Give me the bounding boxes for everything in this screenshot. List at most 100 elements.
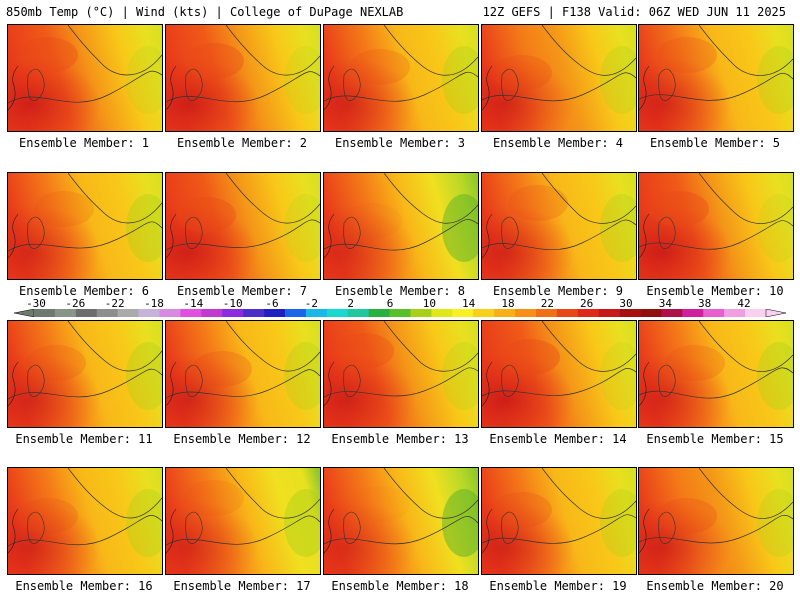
cool-lobe — [757, 46, 793, 114]
coastline — [639, 213, 650, 259]
height-contour — [383, 321, 478, 372]
colorbar-segment — [598, 309, 620, 317]
temperature-field — [8, 173, 162, 279]
terrain-outline — [343, 216, 361, 249]
ensemble-member-label: Ensemble Member: 7 — [176, 284, 308, 298]
temperature-field — [324, 173, 478, 279]
terrain-outline — [185, 68, 203, 101]
colorbar-tick-label: 22 — [540, 297, 554, 310]
height-contour — [166, 515, 320, 546]
colorbar-tick-label: -14 — [183, 297, 204, 310]
cool-lobe — [284, 194, 320, 262]
ensemble-map — [165, 320, 321, 428]
height-contour — [482, 72, 636, 102]
terrain-outline — [501, 216, 519, 249]
colorbar-tick-label: 38 — [698, 297, 712, 310]
height-contour — [225, 468, 320, 519]
colorbar-segment — [640, 309, 662, 317]
temperature-field — [482, 321, 636, 427]
height-contour — [482, 219, 636, 251]
colorbar-segment — [243, 309, 265, 317]
height-contour — [383, 173, 478, 224]
height-contour — [639, 367, 793, 399]
coastline — [8, 213, 19, 259]
warm-core — [334, 333, 394, 369]
ensemble-map — [323, 320, 479, 428]
ensemble-map — [481, 172, 637, 280]
height-contour — [482, 368, 636, 397]
temperature-field — [639, 25, 793, 131]
coastline — [166, 508, 177, 554]
colorbar-segment — [222, 309, 244, 317]
cool-lobe — [600, 46, 636, 114]
colorbar-tick-label: 26 — [580, 297, 594, 310]
colorbar-segment — [368, 309, 390, 317]
terrain-outline — [27, 216, 45, 249]
height-contour — [541, 173, 636, 224]
colorbar-tick-label: -22 — [104, 297, 125, 310]
cool-lobe — [600, 489, 636, 557]
temperature-field — [166, 173, 320, 279]
colorbar-segment — [284, 309, 307, 317]
ensemble-map — [638, 467, 794, 575]
height-contour — [8, 70, 162, 104]
colorbar-segment — [264, 309, 286, 317]
height-contour — [166, 219, 320, 251]
ensemble-map — [7, 467, 163, 575]
ensemble-member-label: Ensemble Member: 18 — [331, 579, 469, 593]
terrain-outline — [501, 68, 519, 101]
ensemble-map — [7, 320, 163, 428]
colorbar-segment — [54, 309, 77, 317]
colorbar-segment — [347, 309, 369, 317]
ensemble-member-label: Ensemble Member: 10 — [646, 284, 784, 298]
height-contour — [383, 468, 478, 519]
coastline — [8, 361, 19, 407]
ensemble-map — [481, 24, 637, 132]
page-title: 850mb Temp (°C) | Wind (kts) | College o… — [6, 5, 404, 19]
colorbar-max-arrow — [765, 309, 786, 317]
warm-core — [508, 185, 568, 221]
height-contour — [8, 368, 162, 400]
temperature-field — [324, 321, 478, 427]
ensemble-member-label: Ensemble Member: 11 — [15, 432, 153, 446]
cool-lobe — [757, 489, 793, 557]
temperature-field — [639, 468, 793, 574]
warm-core — [26, 345, 86, 381]
coastline — [639, 65, 650, 111]
height-contour — [225, 321, 320, 372]
temperature-field — [8, 321, 162, 427]
height-contour — [324, 516, 478, 545]
ensemble-member-label: Ensemble Member: 5 — [649, 136, 781, 150]
ensemble-member-label: Ensemble Member: 12 — [173, 432, 311, 446]
colorbar-segment — [724, 309, 746, 317]
colorbar-min-arrow — [14, 309, 35, 317]
terrain-outline — [658, 511, 676, 544]
coastline — [639, 361, 650, 407]
temperature-field — [166, 321, 320, 427]
height-contour — [482, 514, 636, 544]
ensemble-member-label: Ensemble Member: 20 — [646, 579, 784, 593]
height-contour — [67, 25, 162, 76]
warm-core — [342, 203, 402, 239]
height-contour — [324, 71, 478, 102]
colorbar-tick-label: -2 — [304, 297, 318, 310]
ensemble-map — [165, 24, 321, 132]
height-contour — [698, 468, 793, 519]
terrain-outline — [185, 511, 203, 544]
height-contour — [166, 71, 320, 103]
cool-lobe — [442, 46, 478, 114]
ensemble-map — [7, 172, 163, 280]
ensemble-map — [481, 467, 637, 575]
cool-lobe — [442, 342, 478, 410]
height-contour — [324, 367, 478, 398]
ensemble-member-label: Ensemble Member: 14 — [489, 432, 627, 446]
ensemble-map — [638, 172, 794, 280]
warm-core — [34, 191, 94, 227]
height-contour — [225, 173, 320, 224]
ensemble-map — [165, 172, 321, 280]
height-contour — [541, 25, 636, 76]
terrain-outline — [658, 364, 676, 397]
temperature-field — [482, 25, 636, 131]
coastline — [482, 361, 493, 407]
ensemble-map — [481, 320, 637, 428]
